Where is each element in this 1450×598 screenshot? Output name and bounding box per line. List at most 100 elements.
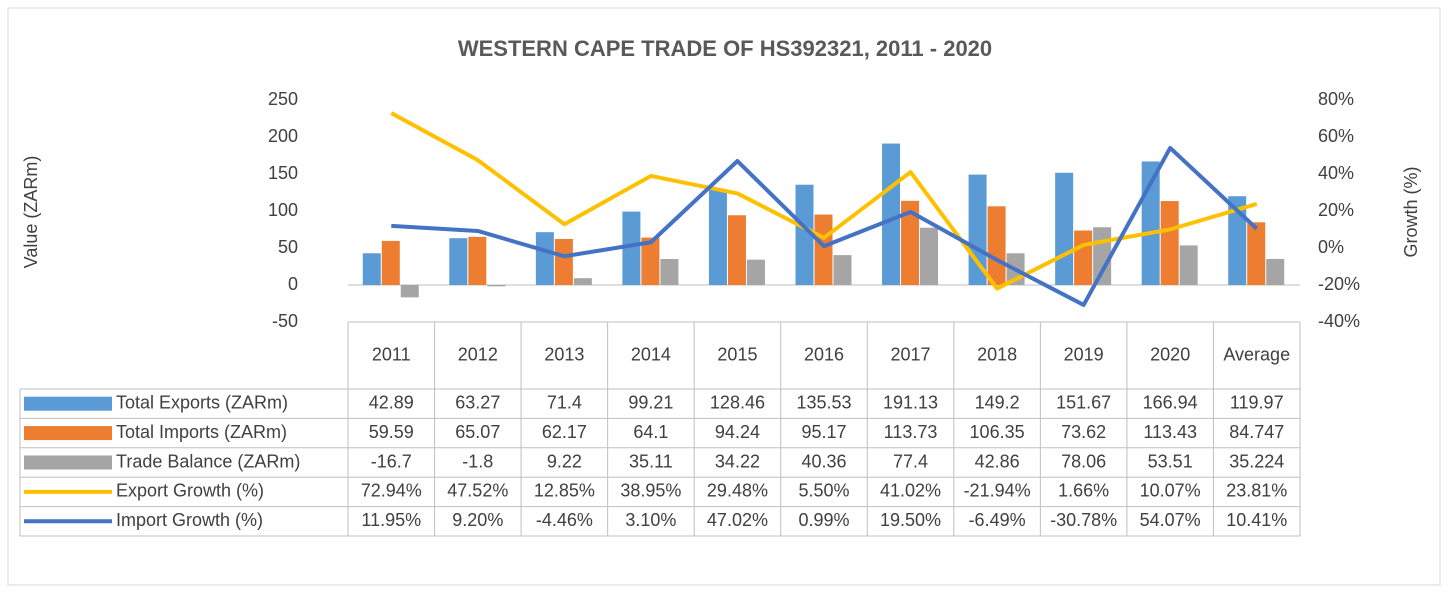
x-tick-label: 2014 [631,344,671,364]
y2-tick-label: 0% [1318,237,1344,257]
table-cell: 94.24 [715,422,760,442]
table-cell: 53.51 [1148,451,1193,471]
x-tick-label: 2019 [1064,344,1104,364]
bar [1160,201,1179,285]
table-cell: -4.46% [536,510,593,530]
table-cell: 54.07% [1140,510,1201,530]
table-cell: 65.07 [455,422,500,442]
table-cell: 10.41% [1226,510,1287,530]
table-cell: 119.97 [1230,392,1284,412]
y-axis-title: Value (ZARm) [21,156,41,269]
legend-key [24,455,112,470]
table-cell: 23.81% [1226,481,1287,501]
y-tick-label: 100 [268,200,298,220]
y-tick-label: -50 [272,311,298,331]
table-cell: 191.13 [883,392,938,412]
table-cell: 10.07% [1140,481,1201,501]
table-cell: 5.50% [798,481,849,501]
bar [468,236,487,285]
bar [487,285,506,287]
bar [1266,258,1285,285]
table-cell: 34.22 [715,451,760,471]
table-cell: 73.62 [1061,422,1106,442]
table-cell: 135.53 [796,392,851,412]
bar [882,143,901,285]
bar [795,184,814,285]
y2-tick-label: 80% [1318,89,1354,109]
table-cell: 11.95% [361,510,421,530]
table-cell: -1.8 [462,451,493,471]
legend-label: Total Imports (ZARm) [116,422,287,442]
table-cell: 40.36 [801,451,846,471]
table-cell: 12.85% [534,481,595,501]
table-cell: 166.94 [1143,392,1198,412]
table-cell: 64.1 [633,422,668,442]
bar [746,259,765,285]
legend-label: Total Exports (ZARm) [116,392,288,412]
table-cell: 9.22 [547,451,582,471]
table-cell: 29.48% [707,481,768,501]
bar [727,215,746,285]
table-cell: 63.27 [455,392,500,412]
y-tick-label: 250 [268,89,298,109]
bar [554,238,573,285]
bar [400,285,419,298]
table-cell: 42.86 [975,451,1020,471]
table-cell: -21.94% [964,481,1031,501]
bar [1074,230,1093,285]
table-cell: 113.73 [884,422,938,442]
table-cell: 99.21 [628,392,673,412]
table-cell: -6.49% [969,510,1026,530]
bar [362,253,381,285]
table-cell: 19.50% [880,510,941,530]
legend-label: Export Growth (%) [116,481,264,501]
table-cell: 59.59 [369,422,414,442]
table-cell: 149.2 [975,392,1020,412]
table-cell: 128.46 [710,392,765,412]
table-cell: 47.02% [707,510,768,530]
line-series [391,145,1259,307]
bar [708,189,727,285]
y2-tick-label: 40% [1318,163,1354,183]
legend-label: Import Growth (%) [116,510,263,530]
x-tick-label: 2017 [891,344,931,364]
table-cell: 3.10% [625,510,676,530]
bar [381,240,400,285]
bar [535,232,554,285]
bar [1055,172,1074,285]
bar [573,278,592,285]
y-tick-label: 200 [268,126,298,146]
table-cell: 72.94% [361,481,422,501]
x-tick-label: Average [1223,344,1290,364]
bar [920,227,939,285]
table-cell: 35.224 [1229,451,1284,471]
table-cell: 38.95% [620,481,681,501]
table-cell: 1.66% [1058,481,1109,501]
x-tick-label: 2016 [804,344,844,364]
bar [660,259,679,285]
table-cell: 41.02% [880,481,941,501]
bar [622,211,641,285]
table-cell: 106.35 [970,422,1025,442]
bar [814,214,833,285]
legend-key [24,396,112,411]
y2-tick-label: -40% [1318,311,1360,331]
x-tick-label: 2020 [1150,344,1190,364]
table-cell: 151.67 [1056,392,1111,412]
chart-title: WESTERN CAPE TRADE OF HS392321, 2011 - 2… [458,36,992,61]
y2-tick-label: -20% [1318,274,1360,294]
bar [901,200,920,285]
y-tick-label: 0 [288,274,298,294]
legend-label: Trade Balance (ZARm) [116,451,300,471]
table-cell: 62.17 [542,422,587,442]
x-tick-label: 2011 [372,344,411,364]
y2-axis-title: Growth (%) [1401,166,1421,257]
table-cell: 47.52% [447,481,508,501]
y-tick-label: 50 [278,237,298,257]
table-cell: 78.06 [1061,451,1106,471]
table-cell: 77.4 [893,451,928,471]
bar [987,206,1006,285]
y2-tick-label: 20% [1318,200,1354,220]
bar [833,255,852,285]
